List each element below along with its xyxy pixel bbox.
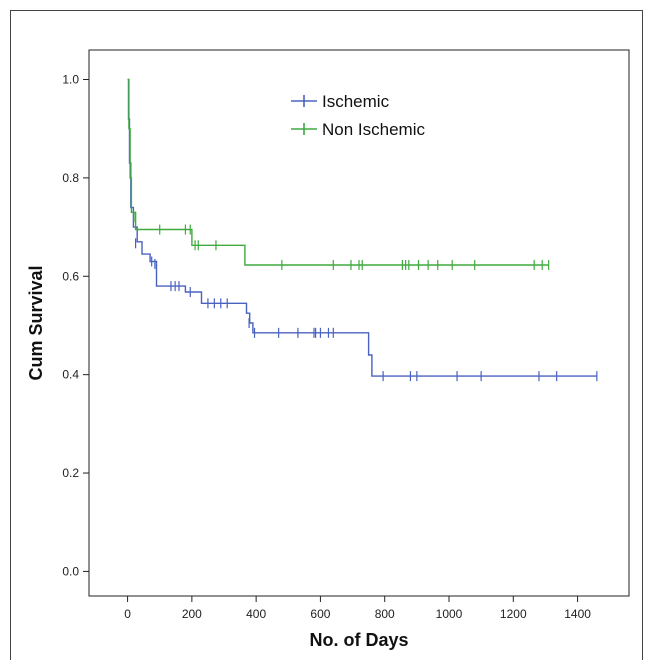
y-tick-label: 0.4 — [62, 368, 79, 382]
y-tick-label: 1.0 — [62, 73, 79, 87]
x-axis-title: No. of Days — [309, 630, 408, 650]
legend-label: Non Ischemic — [322, 120, 425, 139]
y-tick-label: 0.0 — [62, 564, 79, 578]
series-non-ischemic — [127, 78, 550, 270]
y-tick-label: 0.2 — [62, 466, 79, 480]
x-tick-label: 1000 — [436, 607, 463, 621]
x-tick-label: 200 — [182, 607, 202, 621]
y-axis: 0.0 0.2 0.4 0.6 0.8 1.0 — [62, 73, 89, 578]
x-tick-label: 800 — [375, 607, 395, 621]
x-axis: 0 200 400 600 800 1000 1200 1400 — [124, 596, 591, 621]
x-tick-label: 600 — [310, 607, 330, 621]
y-axis-title: Cum Survival — [26, 265, 46, 380]
x-tick-label: 0 — [124, 607, 131, 621]
y-tick-label: 0.8 — [62, 171, 79, 185]
legend: Ischemic Non Ischemic — [291, 92, 425, 139]
y-tick-label: 0.6 — [62, 269, 79, 283]
figure-frame — [10, 10, 643, 660]
series-layer — [127, 78, 598, 382]
plot-area — [88, 49, 630, 597]
x-tick-label: 1200 — [500, 607, 527, 621]
x-tick-label: 400 — [246, 607, 266, 621]
x-tick-label: 1400 — [564, 607, 591, 621]
legend-label: Ischemic — [322, 92, 390, 111]
